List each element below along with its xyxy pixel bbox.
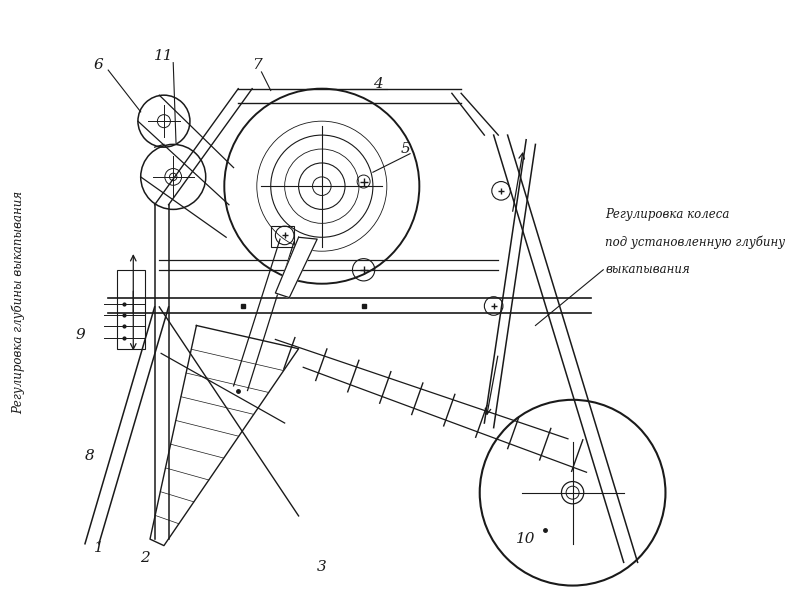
Text: Регулировка колеса: Регулировка колеса: [605, 207, 730, 220]
Text: 1: 1: [94, 542, 104, 556]
Bar: [117, 270, 145, 349]
Text: 9: 9: [75, 328, 85, 341]
Text: 6: 6: [94, 58, 104, 72]
Text: 11: 11: [154, 49, 173, 63]
Bar: [271, 226, 294, 247]
Text: 5: 5: [400, 142, 411, 156]
Text: под установленную глубину: под установленную глубину: [605, 235, 785, 248]
Text: 2: 2: [140, 551, 150, 565]
Text: 8: 8: [85, 449, 95, 463]
Text: 7: 7: [252, 58, 262, 72]
Text: 3: 3: [317, 560, 326, 574]
Polygon shape: [275, 237, 318, 297]
Text: Регулировка глубины выкапывания: Регулировка глубины выкапывания: [11, 191, 25, 414]
Text: 4: 4: [373, 77, 382, 91]
Text: выкапывания: выкапывания: [605, 263, 690, 276]
Text: 10: 10: [517, 532, 536, 546]
